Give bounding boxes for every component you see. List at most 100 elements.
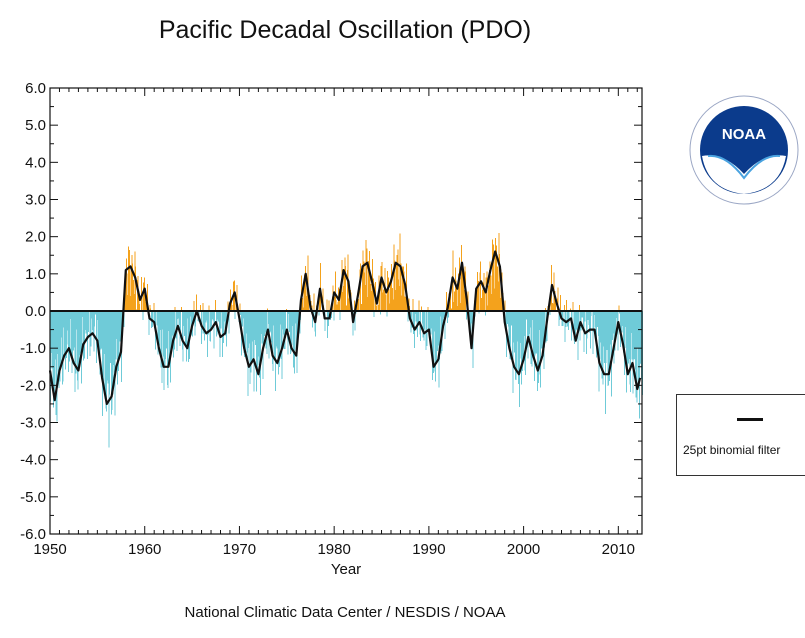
monthly-bar (432, 311, 434, 374)
monthly-bar (201, 311, 203, 334)
monthly-bar (618, 305, 620, 311)
monthly-bar (433, 311, 435, 332)
credit-text: National Climatic Data Center / NESDIS /… (184, 604, 506, 621)
monthly-bar (57, 311, 59, 373)
x-axis-title: Year (331, 561, 361, 578)
monthly-bar (371, 290, 373, 311)
monthly-bar (69, 311, 71, 320)
y-tick-label: 6.0 (25, 80, 46, 97)
monthly-bar (359, 269, 361, 311)
monthly-bar (576, 311, 578, 331)
monthly-bar (394, 260, 396, 311)
monthly-bar (490, 275, 492, 311)
monthly-bar (572, 302, 574, 311)
monthly-bar (109, 311, 111, 395)
monthly-bar (168, 311, 170, 331)
monthly-bar (510, 311, 512, 360)
monthly-bar (344, 257, 346, 311)
monthly-bar (383, 286, 385, 311)
monthly-bar (603, 311, 605, 347)
monthly-bar (133, 294, 135, 311)
monthly-bar (170, 311, 172, 349)
chart-title: Pacific Decadal Oscillation (PDO) (158, 16, 532, 44)
monthly-bar (477, 271, 479, 311)
monthly-bar (589, 311, 591, 333)
monthly-bar (185, 311, 187, 362)
monthly-bar (306, 288, 308, 311)
monthly-bar (631, 311, 633, 360)
monthly-bar (443, 311, 445, 317)
monthly-bar (271, 311, 273, 364)
monthly-bar (91, 311, 93, 330)
monthly-bar (98, 311, 100, 347)
monthly-bar (274, 311, 276, 392)
monthly-bar (360, 304, 362, 311)
monthly-bar (615, 311, 617, 340)
monthly-bar (494, 254, 496, 311)
monthly-bar (177, 311, 179, 320)
monthly-bar (632, 311, 634, 394)
monthly-bar (138, 291, 140, 311)
monthly-bar (417, 311, 419, 326)
monthly-bar (313, 293, 315, 311)
monthly-bar (109, 311, 111, 363)
monthly-bar (364, 272, 366, 311)
monthly-bar (161, 311, 163, 383)
monthly-bar (106, 311, 108, 412)
monthly-bar (395, 262, 397, 311)
monthly-bar (169, 311, 171, 383)
monthly-bar (489, 261, 491, 311)
monthly-bar (463, 289, 465, 311)
monthly-bar (50, 311, 52, 354)
monthly-bar (353, 300, 355, 311)
monthly-bar (407, 311, 409, 322)
monthly-bar (623, 311, 625, 353)
monthly-bar (248, 311, 250, 348)
monthly-bar (596, 311, 598, 358)
monthly-bar (481, 290, 483, 311)
monthly-bar (600, 311, 602, 371)
monthly-bar (388, 303, 390, 311)
monthly-bar (252, 311, 254, 363)
monthly-bar (141, 292, 143, 311)
monthly-bar (375, 305, 377, 311)
monthly-bar (164, 311, 166, 368)
monthly-bar (135, 266, 137, 311)
monthly-bar (608, 311, 610, 382)
monthly-bar (482, 282, 484, 311)
monthly-bar (184, 311, 186, 336)
monthly-bar (117, 311, 119, 371)
monthly-bar (518, 311, 520, 385)
monthly-bar (224, 311, 226, 329)
monthly-bar (79, 311, 81, 356)
monthly-bar (477, 281, 479, 311)
monthly-bar (208, 305, 210, 311)
monthly-bar (83, 311, 85, 359)
monthly-bar (65, 311, 67, 359)
monthly-bar (514, 311, 516, 380)
monthly-bar (485, 277, 487, 311)
monthly-bar (582, 311, 584, 318)
monthly-bar (240, 311, 242, 315)
monthly-bar (345, 266, 347, 311)
monthly-bar (105, 311, 107, 409)
monthly-bar (56, 311, 58, 422)
monthly-bar (342, 285, 344, 311)
monthly-bar (143, 277, 145, 311)
monthly-bar (377, 304, 379, 311)
monthly-bar (511, 311, 513, 362)
monthly-bar (387, 277, 389, 311)
monthly-bar (180, 311, 182, 339)
monthly-bar (627, 311, 629, 369)
monthly-bar (263, 311, 265, 336)
monthly-bar (372, 278, 374, 311)
monthly-bar (53, 311, 55, 408)
monthly-bar (557, 287, 559, 311)
monthly-bar (399, 233, 401, 311)
monthly-bar (245, 311, 247, 334)
monthly-bar (549, 311, 551, 316)
monthly-bar (92, 311, 94, 337)
monthly-bar (145, 302, 147, 311)
monthly-bar (302, 307, 304, 311)
monthly-bar (331, 311, 333, 318)
